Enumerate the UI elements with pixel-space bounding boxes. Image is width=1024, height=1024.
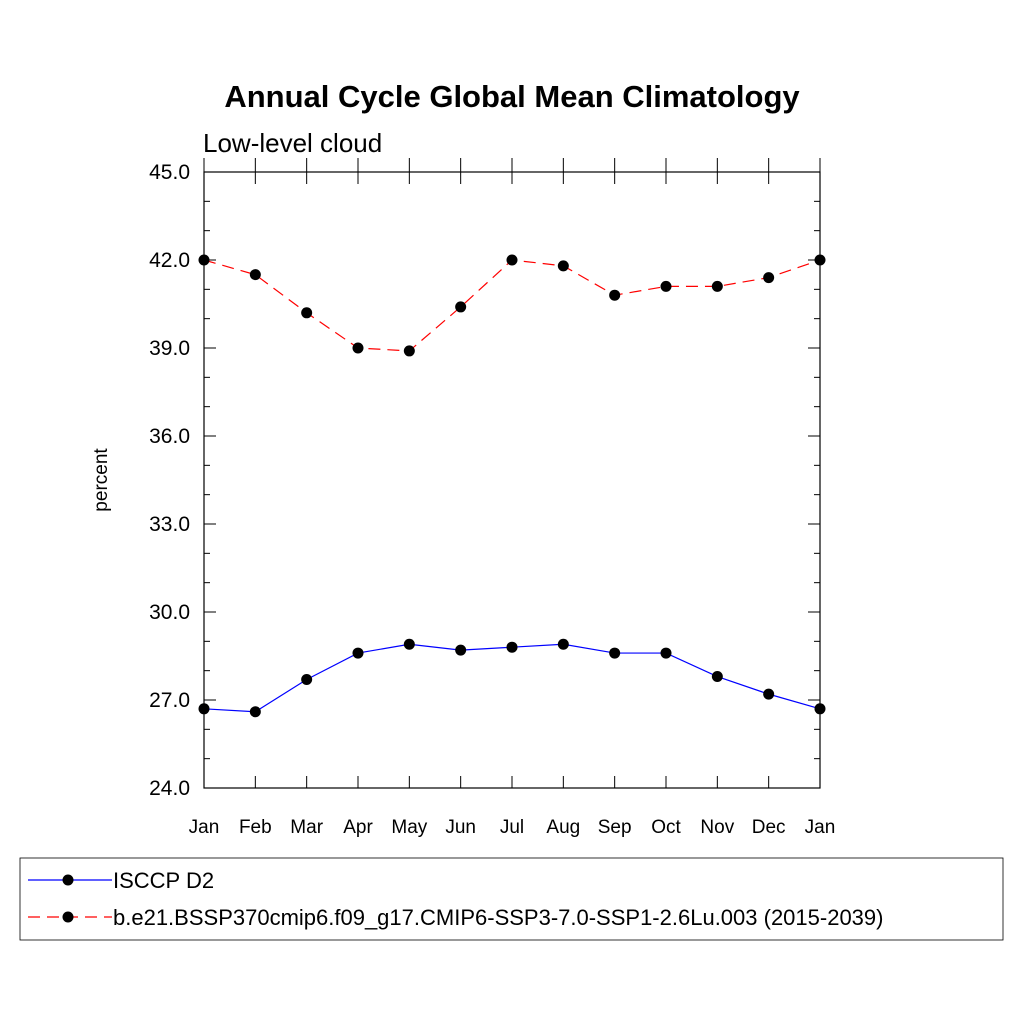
data-point	[609, 647, 621, 659]
data-point	[557, 638, 569, 650]
data-point	[711, 671, 723, 683]
x-tick-label: Jan	[189, 817, 220, 838]
chart-title: Annual Cycle Global Mean Climatology	[224, 79, 800, 114]
x-tick-label: Dec	[752, 817, 786, 838]
y-tick-label: 45.0	[149, 161, 190, 184]
legend-label: b.e21.BSSP370cmip6.f09_g17.CMIP6-SSP3-7.…	[113, 905, 883, 930]
legend-marker	[62, 874, 74, 886]
data-point	[711, 280, 723, 292]
x-tick-label: Nov	[700, 817, 734, 838]
x-tick-label: Aug	[546, 817, 580, 838]
y-tick-label: 27.0	[149, 689, 190, 712]
y-tick-label: 33.0	[149, 513, 190, 536]
data-point	[660, 280, 672, 292]
x-tick-label: Feb	[239, 817, 272, 838]
series-layer	[198, 254, 826, 718]
x-axis: Jan Feb Mar Apr May Jun Jul Aug Sep Oct Nov Dec Jan	[189, 158, 836, 838]
x-tick-label: Jul	[500, 817, 524, 838]
data-point	[763, 688, 775, 700]
x-tick-label: Sep	[598, 817, 632, 838]
data-point	[352, 342, 364, 354]
x-tick-label: Mar	[290, 817, 323, 838]
data-point	[814, 254, 826, 266]
data-point	[198, 254, 210, 266]
x-tick-label: May	[391, 817, 427, 838]
y-tick-label: 24.0	[149, 777, 190, 800]
x-tick-label: Jun	[445, 817, 476, 838]
y-axis-label: percent	[91, 448, 112, 512]
y-tick-label: 30.0	[149, 601, 190, 624]
data-point	[814, 703, 826, 715]
data-point	[506, 641, 518, 653]
data-point	[609, 289, 621, 301]
series-line	[203, 643, 821, 713]
data-point	[660, 647, 672, 659]
y-tick-label: 36.0	[149, 425, 190, 448]
data-point	[249, 706, 261, 718]
data-point	[301, 673, 313, 685]
x-tick-label: Apr	[343, 817, 373, 838]
data-point	[301, 307, 313, 319]
legend-label: ISCCP D2	[113, 868, 214, 893]
x-tick-label: Jan	[805, 817, 836, 838]
data-point	[506, 254, 518, 266]
data-point	[403, 638, 415, 650]
data-point	[455, 301, 467, 313]
legend-box	[19, 857, 1004, 941]
data-point	[198, 703, 210, 715]
chart-subtitle: Low-level cloud	[203, 128, 382, 158]
data-point	[455, 644, 467, 656]
data-point	[403, 345, 415, 357]
legend-marker	[62, 911, 74, 923]
data-point	[763, 272, 775, 284]
data-point	[557, 260, 569, 272]
data-point	[249, 269, 261, 281]
y-tick-label: 42.0	[149, 249, 190, 272]
data-point	[352, 647, 364, 659]
y-tick-label: 39.0	[149, 337, 190, 360]
series-line	[203, 259, 821, 352]
x-tick-label: Oct	[651, 817, 681, 838]
legend: ISCCP D2 b.e21.BSSP370cmip6.f09_g17.CMIP6…	[28, 868, 883, 930]
y-axis: 24.0 27.0 30.0 33.0 36.0 39.0 42.0 45.0	[149, 161, 820, 800]
